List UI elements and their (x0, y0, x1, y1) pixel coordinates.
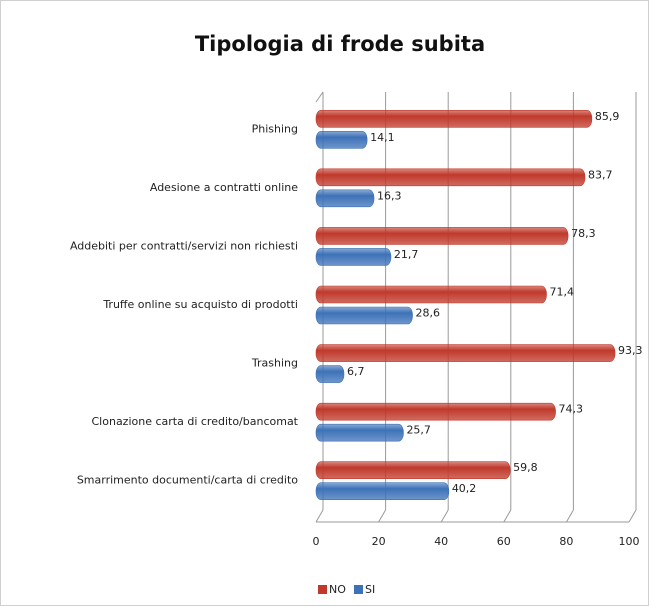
bar (315, 306, 413, 325)
legend-swatch (318, 585, 327, 594)
bar (315, 461, 511, 480)
x-tick-label: 100 (619, 535, 640, 548)
legend-label: NO (329, 583, 346, 596)
grid-line-floor (565, 509, 574, 523)
data-label: 6,7 (347, 365, 365, 378)
x-tick-label: 20 (372, 535, 386, 548)
data-label: 59,8 (513, 461, 538, 474)
data-label: 28,6 (416, 307, 441, 320)
bar (315, 402, 556, 421)
data-label: 78,3 (571, 227, 596, 240)
x-tick-label: 0 (313, 535, 320, 548)
x-tick-label: 80 (559, 535, 573, 548)
bar (315, 423, 404, 442)
bar (315, 189, 375, 208)
y-tick-label: Trashing (251, 357, 298, 370)
grid-line-floor (628, 509, 637, 523)
data-label: 14,1 (370, 131, 395, 144)
data-label: 85,9 (595, 110, 620, 123)
bar (315, 344, 616, 362)
y-tick-label: Smarrimento documenti/carta di credito (77, 474, 298, 487)
y-tick-label: Addebiti per contratti/servizi non richi… (70, 239, 298, 252)
data-label: 83,7 (588, 168, 613, 181)
legend-swatch (354, 585, 363, 594)
y-tick-label: Truffe online su acquisto di prodotti (102, 298, 298, 311)
data-label: 40,2 (452, 482, 477, 495)
data-label: 93,3 (618, 344, 643, 357)
y-tick-label: Adesione a contratti online (150, 181, 298, 194)
bar (315, 285, 547, 304)
bar (315, 248, 392, 266)
legend-label: SI (365, 583, 375, 596)
axis-wall (315, 91, 324, 103)
bar (315, 130, 368, 149)
data-label: 74,3 (559, 403, 584, 416)
bar (315, 365, 345, 383)
x-tick-label: 40 (434, 535, 448, 548)
chart-title: Tipologia di frode subita (195, 32, 485, 56)
grid-line-floor (440, 509, 449, 523)
x-tick-label: 60 (497, 535, 511, 548)
bar (315, 168, 586, 187)
y-tick-label: Phishing (252, 122, 298, 135)
y-tick-label: Clonazione carta di credito/bancomat (92, 415, 299, 428)
data-label: 16,3 (377, 189, 402, 202)
bar (315, 482, 450, 501)
bar (315, 109, 593, 128)
data-label: 21,7 (394, 248, 419, 261)
data-label: 25,7 (406, 424, 431, 437)
grid-line-floor (315, 509, 324, 523)
bar (315, 227, 569, 245)
data-label: 71,4 (549, 286, 574, 299)
grid-line-floor (378, 509, 387, 523)
grid-line-floor (503, 509, 512, 523)
